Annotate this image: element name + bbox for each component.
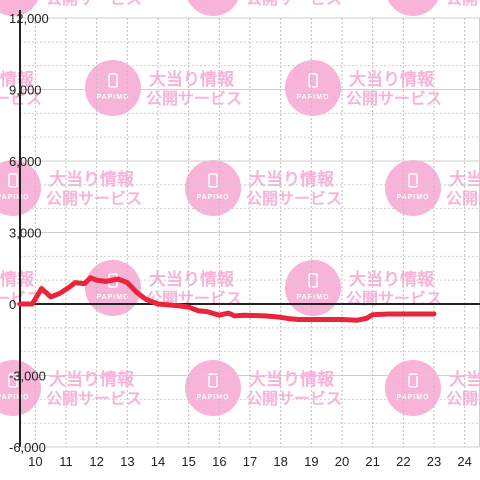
watermark-brand: PAPIMO: [396, 0, 429, 1]
watermark-brand: PAPIMO: [96, 94, 129, 101]
watermark-brand: PAPIMO: [0, 394, 30, 401]
x-tick-label: 22: [396, 454, 410, 469]
watermark-line1: 大当り情報: [149, 269, 235, 290]
y-tick-label: 6,000: [9, 154, 42, 169]
y-tick-label: 9,000: [9, 83, 42, 98]
axes-layer: [19, 10, 480, 448]
phone-icon: [108, 73, 118, 88]
watermark-line1: 大当り情報: [349, 69, 435, 90]
watermark-brand: PAPIMO: [196, 394, 229, 401]
y-tick-label: -3,000: [9, 369, 46, 384]
watermark-circle: [187, 0, 239, 16]
watermark-line2: 公開サービス: [146, 89, 242, 108]
watermark-line2: 公開サービス: [446, 0, 480, 8]
watermark-line1: 大当り情報: [0, 269, 35, 290]
phone-icon: [208, 173, 218, 188]
watermark-brand: PAPIMO: [296, 94, 329, 101]
watermark-brand: PAPIMO: [96, 294, 129, 301]
y-tick-label: -6,000: [9, 440, 46, 455]
watermark-line1: 大当り情報: [0, 69, 35, 90]
watermark-line2: 公開サービス: [346, 289, 442, 308]
x-tick-label: 18: [273, 454, 287, 469]
series-line: [17, 275, 437, 323]
y-tick-label: 12,000: [9, 11, 49, 26]
x-tick-label: 23: [427, 454, 441, 469]
x-tick-label: 15: [181, 454, 195, 469]
watermark-line1: 大当り情報: [349, 269, 435, 290]
x-tick-label: 13: [120, 454, 134, 469]
y-tick-label: 3,000: [9, 226, 42, 241]
watermark-circle: [285, 260, 341, 316]
watermark-brand: PAPIMO: [0, 194, 30, 201]
phone-icon: [8, 173, 18, 188]
watermark-circle: [0, 0, 39, 16]
watermark-line2: 公開サービス: [46, 0, 142, 8]
x-tick-label: 12: [89, 454, 103, 469]
watermark-circle: [85, 60, 141, 116]
watermark-circle: [185, 160, 241, 216]
x-tick-label: 24: [457, 454, 471, 469]
watermark-line2: 公開サービス: [446, 189, 480, 208]
watermark-brand: PAPIMO: [296, 294, 329, 301]
x-tick-label: 14: [151, 454, 165, 469]
watermark-line2: 公開サービス: [46, 189, 142, 208]
series-layer: [17, 275, 437, 323]
phone-icon: [408, 373, 418, 388]
x-tick-label: 11: [59, 454, 73, 469]
watermark-line1: 大当り情報: [249, 369, 335, 390]
watermark-line1: 大当り情報: [49, 169, 135, 190]
watermark-brand: PAPIMO: [196, 194, 229, 201]
watermark-line1: 大当り情報: [249, 169, 335, 190]
x-tick-label: 20: [335, 454, 349, 469]
watermark-line2: 公開サービス: [446, 389, 480, 408]
watermark-circle: [385, 160, 441, 216]
phone-icon: [408, 173, 418, 188]
watermark-brand: PAPIMO: [196, 0, 229, 1]
watermark-line2: 公開サービス: [0, 89, 42, 108]
watermark-brand: PAPIMO: [0, 0, 30, 1]
watermark-brand: PAPIMO: [396, 194, 429, 201]
watermark-line2: 公開サービス: [246, 189, 342, 208]
watermark-line1: 大当り情報: [49, 369, 135, 390]
watermark-line2: 公開サービス: [346, 89, 442, 108]
watermark-layer: PAPIMO大当り情報公開サービスPAPIMO大当り情報公開サービスPAPIMO…: [0, 0, 480, 416]
watermark-circle: [185, 360, 241, 416]
y-tick-label: 0: [9, 297, 16, 312]
phone-icon: [208, 373, 218, 388]
x-tick-label: 16: [212, 454, 226, 469]
phone-icon: [308, 73, 318, 88]
watermark-circle: [285, 60, 341, 116]
watermark-line1: 大当り情報: [149, 69, 235, 90]
x-tick-label: 19: [304, 454, 318, 469]
phone-icon: [8, 373, 18, 388]
watermark-line2: 公開サービス: [46, 389, 142, 408]
watermark-circle: [387, 0, 439, 16]
watermark-line2: 公開サービス: [246, 0, 342, 8]
x-tick-label: 17: [243, 454, 257, 469]
watermark-circle: [385, 360, 441, 416]
watermark-brand: PAPIMO: [396, 394, 429, 401]
watermark-line2: 公開サービス: [246, 389, 342, 408]
x-tick-label: 10: [28, 454, 42, 469]
x-tick-label: 21: [365, 454, 379, 469]
